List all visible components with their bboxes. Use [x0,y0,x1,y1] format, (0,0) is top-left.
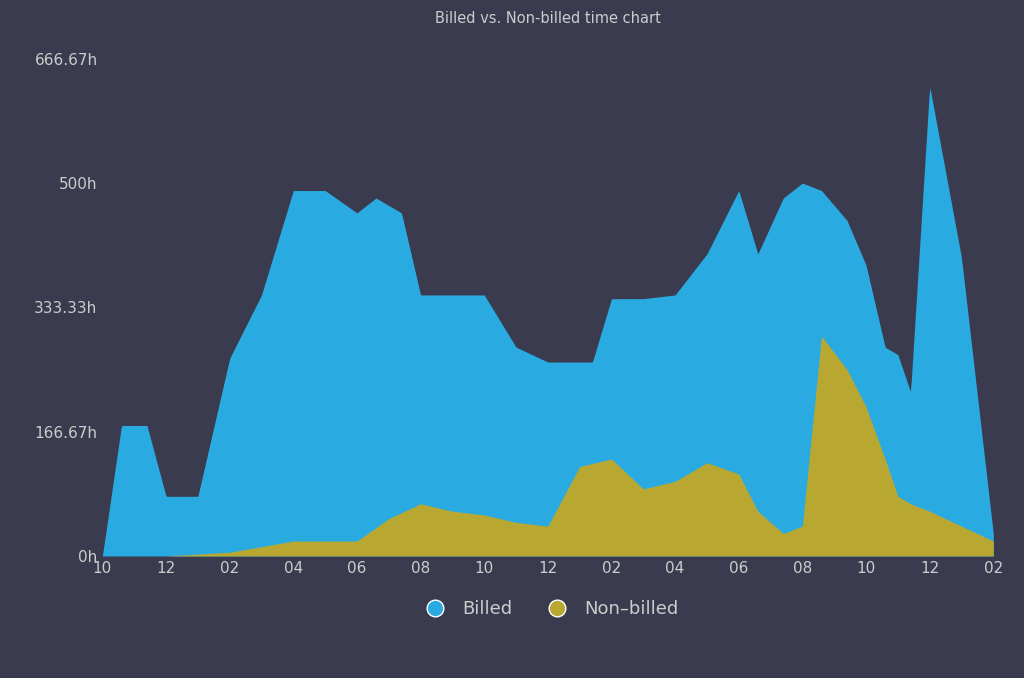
Title: Billed vs. Non-billed time chart: Billed vs. Non-billed time chart [435,11,660,26]
Legend: Billed, Non–billed: Billed, Non–billed [410,593,686,625]
